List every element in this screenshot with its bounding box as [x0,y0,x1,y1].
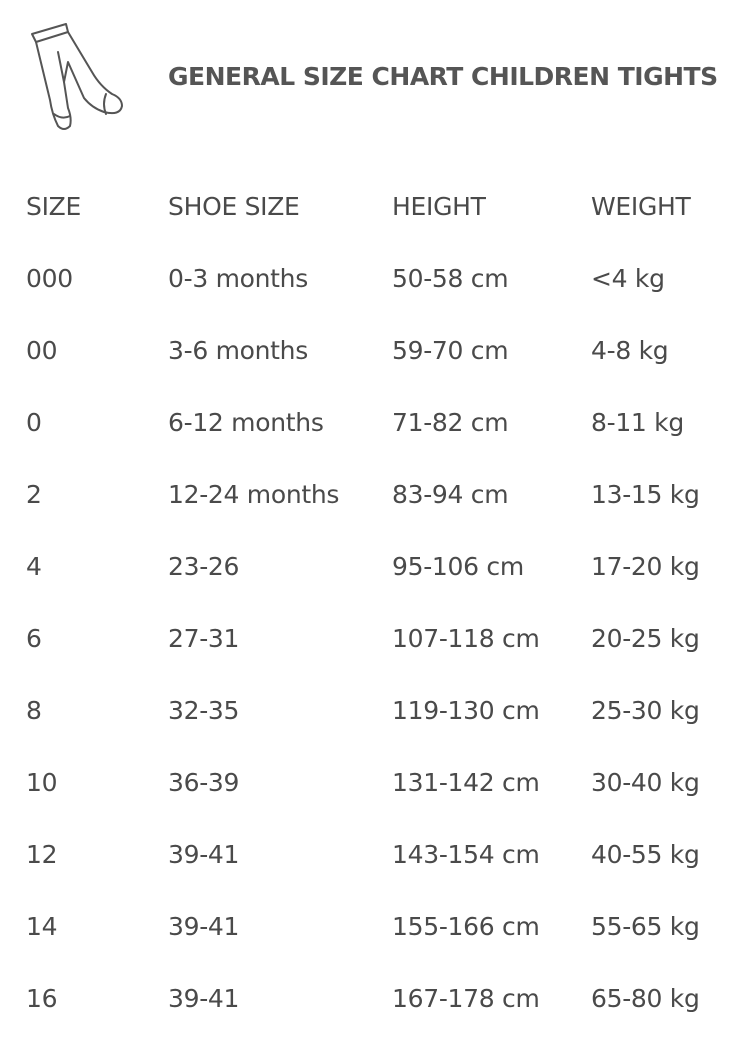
table-cell: 36-39 [168,768,240,797]
table-cell: 10 [26,768,58,797]
table-cell: 6-12 months [168,408,324,437]
table-cell: 8 [26,696,42,725]
table-cell: 39-41 [168,840,240,869]
table-cell: 17-20 kg [591,552,700,581]
table-cell: 0 [26,408,42,437]
table-cell: 55-65 kg [591,912,700,941]
table-cell: 0-3 months [168,264,308,293]
table-cell: 50-58 cm [392,264,509,293]
table-cell: 119-130 cm [392,696,540,725]
table-cell: 13-15 kg [591,480,700,509]
table-cell: 155-166 cm [392,912,540,941]
table-cell: 131-142 cm [392,768,540,797]
table-cell: 000 [26,264,73,293]
table-cell: 16 [26,984,58,1013]
table-cell: 59-70 cm [392,336,509,365]
table-cell: 30-40 kg [591,768,700,797]
table-cell: 39-41 [168,912,240,941]
table-cell: 3-6 months [168,336,308,365]
column-header: SHOE SIZE [168,192,300,221]
table-cell: 12 [26,840,58,869]
table-cell: 65-80 kg [591,984,700,1013]
column-header: HEIGHT [392,192,486,221]
table-cell: 143-154 cm [392,840,540,869]
table-cell: 27-31 [168,624,240,653]
table-cell: 12-24 months [168,480,340,509]
table-cell: 40-55 kg [591,840,700,869]
table-cell: 71-82 cm [392,408,509,437]
table-cell: 39-41 [168,984,240,1013]
tights-icon [31,23,123,130]
table-cell: 167-178 cm [392,984,540,1013]
table-cell: 95-106 cm [392,552,524,581]
table-cell: 23-26 [168,552,240,581]
table-cell: <4 kg [591,264,665,293]
table-cell: 20-25 kg [591,624,700,653]
table-cell: 4 [26,552,42,581]
table-cell: 00 [26,336,58,365]
column-header: WEIGHT [591,192,691,221]
table-cell: 32-35 [168,696,240,725]
table-cell: 83-94 cm [392,480,509,509]
title: GENERAL SIZE CHART CHILDREN TIGHTS [168,62,718,91]
column-header: SIZE [26,192,81,221]
table-cell: 14 [26,912,58,941]
table-cell: 25-30 kg [591,696,700,725]
table-cell: 8-11 kg [591,408,684,437]
table-cell: 4-8 kg [591,336,669,365]
table-cell: 2 [26,480,42,509]
table-cell: 6 [26,624,42,653]
table-cell: 107-118 cm [392,624,540,653]
